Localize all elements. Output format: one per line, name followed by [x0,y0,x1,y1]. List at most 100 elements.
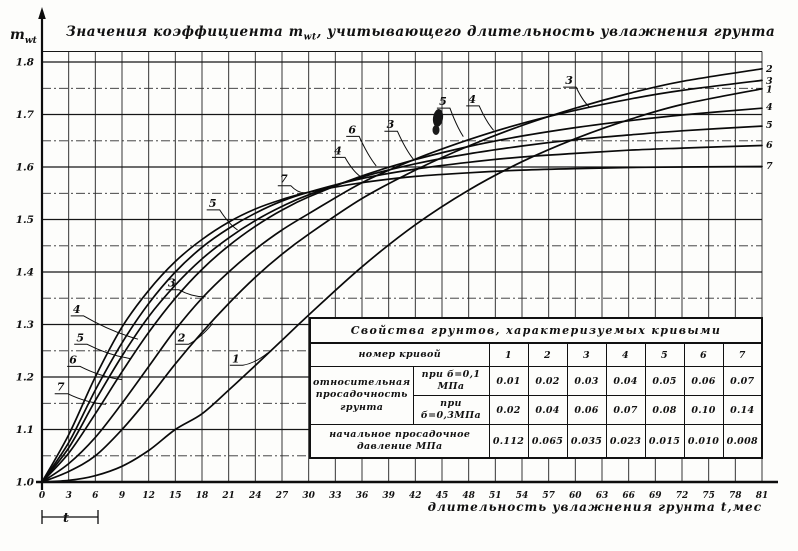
sigma-01-value-cell: 0.01 [488,366,529,396]
y-tick-label: 1.2 [16,372,34,384]
y-tick-label: 1.7 [16,109,35,121]
curve-6 [41,144,763,483]
x-tick-label: 51 [489,491,502,501]
y-tick-label: 1.1 [16,424,34,436]
sigma-01-value-cell: 0.05 [644,366,685,396]
sigma-03-value-cell: 0.07 [605,395,646,425]
x-tick-label: 15 [169,491,182,501]
pressure-value-cell: 0.065 [527,424,568,459]
x-tick-label: 57 [542,491,555,501]
x-tick-label: 45 [436,491,449,501]
x-tick-label: 0 [39,491,46,501]
curve-label-leader [277,185,306,194]
curve-end-label-3: 3 [766,76,773,87]
table-title: Свойства грунтов, характеризуемых кривым… [309,317,763,344]
curve-label-1: 1 [232,352,240,365]
curve-number-cell: 6 [683,342,724,367]
curve-label-leader [332,156,361,177]
y-axis-arrow-icon [38,7,46,19]
curve-end-label-1: 1 [766,84,773,95]
curve-label-5: 5 [209,197,217,210]
curve-1 [41,87,763,483]
curve-7 [41,165,763,483]
y-tick-label: 1.5 [16,214,34,226]
axis-layer: mwt длительность увлажнения грунта t,мес… [10,7,778,526]
x-tick-label: 21 [221,491,235,501]
curve-label-leader [346,135,377,167]
curve-end-label-4: 4 [766,102,773,113]
curve-end-label-5: 5 [766,120,773,131]
initial-pressure-label: начальное просадочное давление МПа [309,424,490,459]
x-tick-label: 3 [66,491,72,501]
sigma-03-value-cell: 0.06 [566,395,607,425]
pressure-value-cell: 0.008 [722,424,763,459]
y-tick-label: 1.0 [16,477,35,489]
sigma-03-value-cell: 0.02 [488,395,529,425]
curve-label-leader [74,343,131,360]
x-tick-label: 72 [676,491,689,501]
curve-label-leader [54,393,107,405]
curve-label-leader [563,86,590,108]
ink-blot [432,109,444,127]
ink-blot [432,125,440,135]
curve-label-4: 4 [73,303,81,316]
x-tick-label: 9 [119,491,126,501]
curve-label-5: 5 [76,331,84,344]
x-axis-title: длительность увлажнения грунта t,мес [428,500,762,514]
tick-layer: 0 3 6 9 12 15 18 21 24 27 30 33 36 39 42 45 48 51 54 57 60 63… [16,57,769,502]
curve-label-leader [175,323,214,345]
pressure-value-cell: 0.015 [644,424,685,459]
figure-title-symbol-sub: wt [303,32,317,43]
curve-label-4: 4 [468,93,476,106]
figure-title-prefix: Значения коэффициента [66,24,289,40]
curve-label-leader [165,289,206,298]
sigma-03-label: при б=0,3МПа [412,395,490,425]
x-tick-label: 63 [596,491,609,501]
sigma-01-value-cell: 0.03 [566,366,607,396]
curve-label-leader [206,209,238,231]
curve-label-leader [70,315,139,340]
curve-label-leader [229,352,269,366]
figure-title-suffix: , учитывающего длительность увлажнения г… [316,24,776,40]
x-tick-label: 48 [462,491,475,501]
x-tick-label: 81 [756,491,769,501]
curve-4 [41,107,763,483]
x-tick-label: 66 [622,491,635,501]
x-tick-label: 24 [248,491,262,501]
curve-label-leader [67,365,123,381]
origin-bracket-label: t [63,511,69,526]
sigma-01-value-cell: 0.04 [605,366,646,396]
curve-2 [41,67,763,483]
x-tick-label: 60 [569,491,582,501]
curve-label-leader [466,105,494,131]
curve-label-leader [384,130,414,160]
y-axis-title: mwt [10,27,38,46]
y-tick-label: 1.3 [16,319,34,331]
x-tick-label: 18 [196,491,209,501]
curve-number-cell: 3 [566,342,607,367]
x-tick-label: 75 [702,491,715,501]
x-tick-label: 78 [729,491,742,501]
x-tick-label: 12 [142,491,155,501]
curve-label-leader [436,107,464,137]
curve-3 [41,79,763,483]
origin-time-bracket [41,510,99,524]
sigma-01-label: при б=0,1 МПа [412,366,490,396]
curve-number-label: номер кривой [309,342,490,367]
curve-number-cell: 5 [644,342,685,367]
curve-label-3: 3 [168,277,176,290]
x-tick-label: 27 [275,491,289,501]
y-tick-label: 1.6 [16,162,35,174]
curve-5 [41,125,763,483]
pressure-value-cell: 0.112 [488,424,529,459]
curve-number-cell: 7 [722,342,763,367]
sigma-03-value-cell: 0.08 [644,395,685,425]
x-tick-label: 39 [382,491,395,501]
figure-title: Значения коэффициента mwt, учитывающего … [66,24,775,43]
x-tick-label: 69 [649,491,662,501]
curve-label-3: 3 [565,74,573,87]
curve-number-cell: 1 [488,342,529,367]
curve-layer [41,67,763,483]
